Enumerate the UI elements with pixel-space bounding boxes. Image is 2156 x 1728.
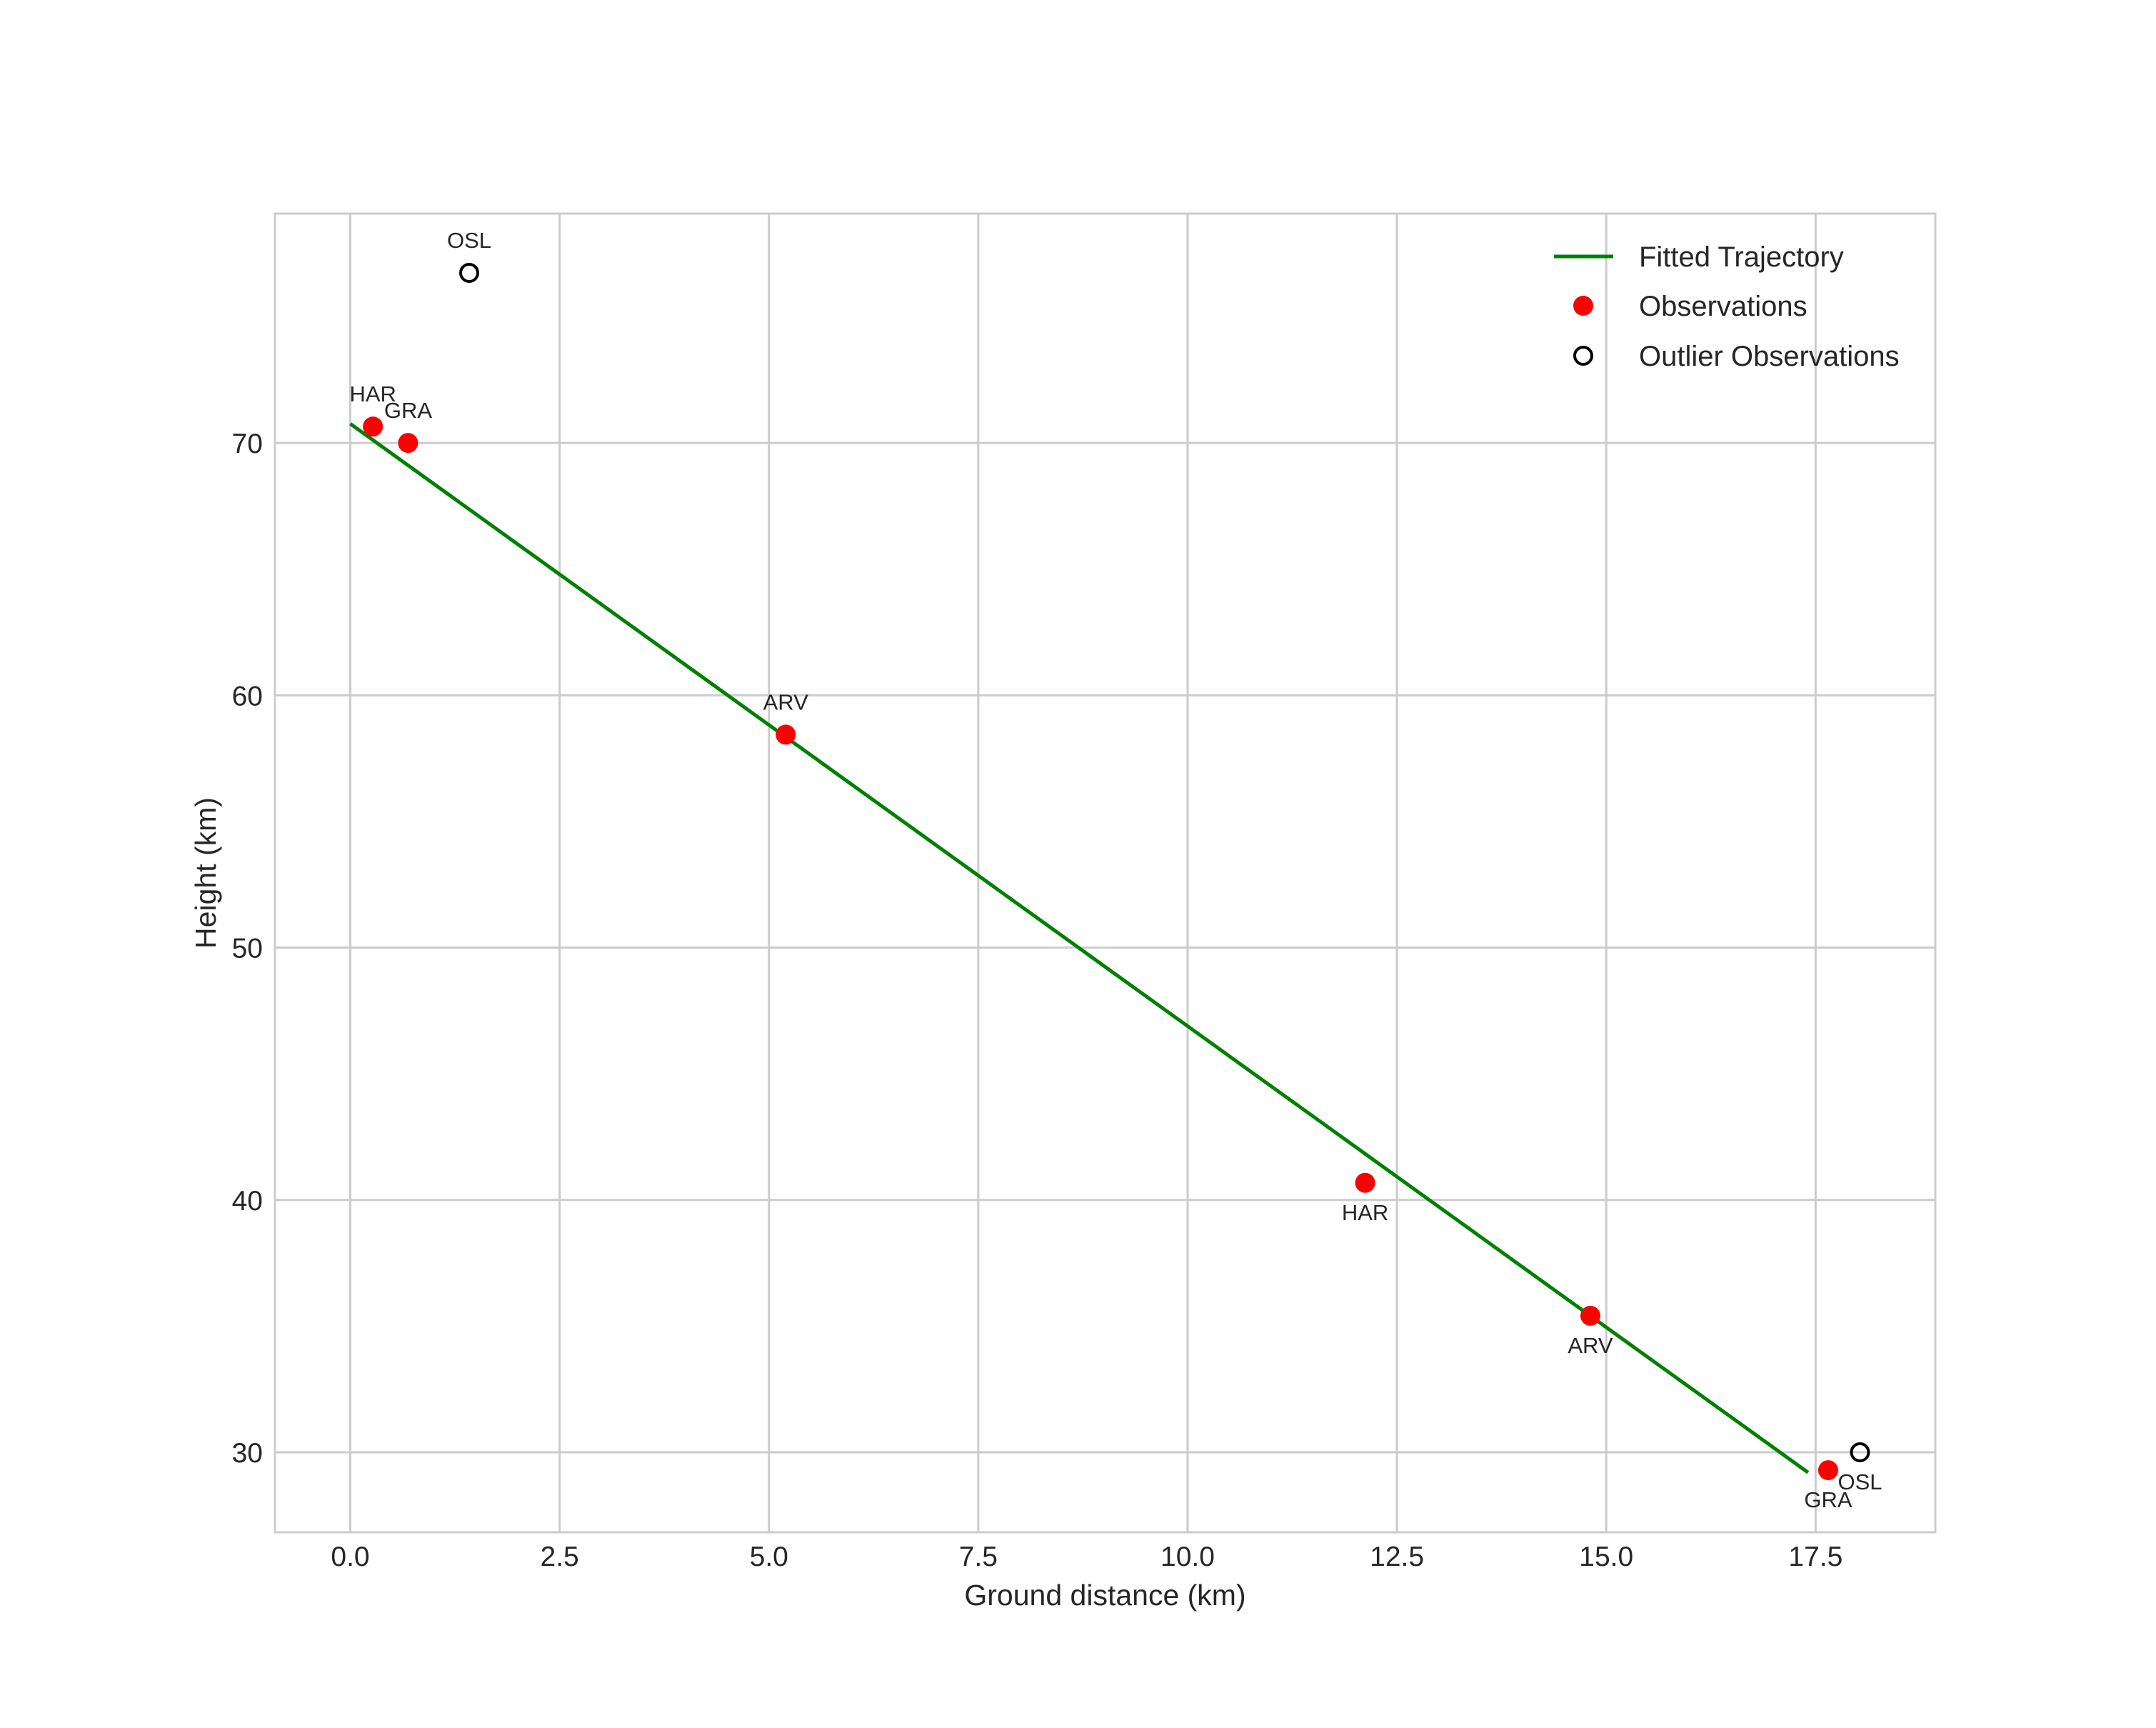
observation-marker <box>363 416 383 437</box>
y-tick-label: 60 <box>232 681 263 711</box>
x-tick-label: 15.0 <box>1579 1542 1633 1572</box>
station-label: ARV <box>1568 1333 1613 1358</box>
data-series <box>349 263 1870 1481</box>
x-tick-label: 17.5 <box>1788 1542 1842 1572</box>
grid-lines <box>275 214 1935 1532</box>
plot-frame <box>274 212 1937 1534</box>
observation-marker <box>776 724 796 745</box>
legend-label: Fitted Trajectory <box>1639 241 1844 273</box>
observation-marker <box>398 433 418 454</box>
x-tick-label: 12.5 <box>1370 1542 1424 1572</box>
legend-open-circle-swatch <box>1573 346 1593 366</box>
x-tick-labels: 0.0 2.5 5.0 7.5 10.0 12.5 15.0 17.5 <box>331 1542 1842 1572</box>
outlier-marker <box>1850 1442 1870 1463</box>
outlier-marker <box>459 263 480 284</box>
x-tick-label: 5.0 <box>750 1542 788 1572</box>
observation-marker <box>1355 1172 1375 1193</box>
legend: Fitted Trajectory Observations Outlier Obs… <box>1554 241 1900 372</box>
x-tick-label: 0.0 <box>331 1542 369 1572</box>
legend-label: Observations <box>1639 291 1807 322</box>
station-label: GRA <box>384 398 433 423</box>
observation-marker <box>1580 1305 1600 1326</box>
x-axis-label: Ground distance (km) <box>964 1579 1245 1612</box>
y-axis-label: Height (km) <box>189 797 222 949</box>
station-label: HAR <box>1342 1200 1388 1225</box>
y-tick-label: 50 <box>232 934 263 964</box>
legend-dot-swatch <box>1573 296 1593 316</box>
x-tick-label: 2.5 <box>541 1542 579 1572</box>
observation-marker <box>1817 1460 1838 1481</box>
station-label: HAR <box>349 381 396 406</box>
y-tick-label: 30 <box>232 1438 263 1469</box>
y-tick-label: 70 <box>232 429 263 459</box>
fitted-trajectory-line <box>349 422 1810 1474</box>
y-tick-label: 40 <box>232 1186 263 1217</box>
station-label: OSL <box>447 228 491 253</box>
legend-label: Outlier Observations <box>1639 341 1900 372</box>
x-tick-label: 7.5 <box>959 1542 998 1572</box>
station-label: ARV <box>763 689 809 714</box>
y-tick-labels: 30 40 50 60 70 <box>232 429 263 1469</box>
station-label: GRA <box>1804 1487 1852 1512</box>
station-label: OSL <box>1837 1469 1882 1494</box>
x-tick-label: 10.0 <box>1160 1542 1215 1572</box>
